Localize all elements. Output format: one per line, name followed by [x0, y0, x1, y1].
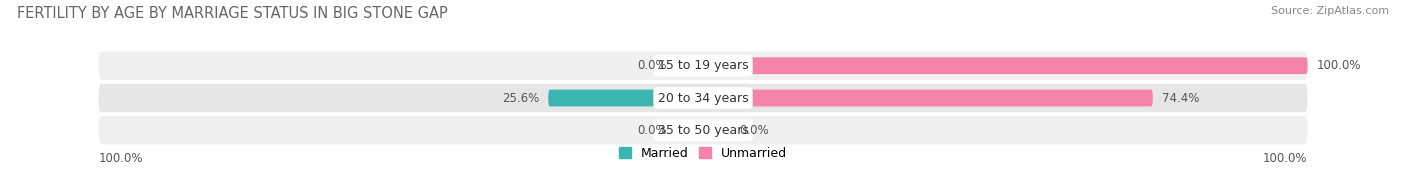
FancyBboxPatch shape — [703, 57, 1308, 74]
Text: 15 to 19 years: 15 to 19 years — [658, 59, 748, 72]
FancyBboxPatch shape — [676, 122, 703, 139]
Text: 25.6%: 25.6% — [502, 92, 538, 104]
FancyBboxPatch shape — [98, 52, 1308, 80]
Text: 100.0%: 100.0% — [1263, 152, 1308, 165]
Legend: Married, Unmarried: Married, Unmarried — [619, 147, 787, 160]
Text: FERTILITY BY AGE BY MARRIAGE STATUS IN BIG STONE GAP: FERTILITY BY AGE BY MARRIAGE STATUS IN B… — [17, 6, 447, 21]
FancyBboxPatch shape — [548, 90, 703, 106]
Text: 0.0%: 0.0% — [637, 124, 666, 137]
FancyBboxPatch shape — [98, 84, 1308, 112]
Text: 35 to 50 years: 35 to 50 years — [658, 124, 748, 137]
Text: 74.4%: 74.4% — [1161, 92, 1199, 104]
Text: 20 to 34 years: 20 to 34 years — [658, 92, 748, 104]
Text: Source: ZipAtlas.com: Source: ZipAtlas.com — [1271, 6, 1389, 16]
Text: 0.0%: 0.0% — [637, 59, 666, 72]
FancyBboxPatch shape — [676, 57, 703, 74]
FancyBboxPatch shape — [703, 90, 1153, 106]
Text: 100.0%: 100.0% — [1316, 59, 1361, 72]
FancyBboxPatch shape — [98, 116, 1308, 144]
Text: 100.0%: 100.0% — [98, 152, 143, 165]
FancyBboxPatch shape — [703, 122, 730, 139]
Text: 0.0%: 0.0% — [740, 124, 769, 137]
